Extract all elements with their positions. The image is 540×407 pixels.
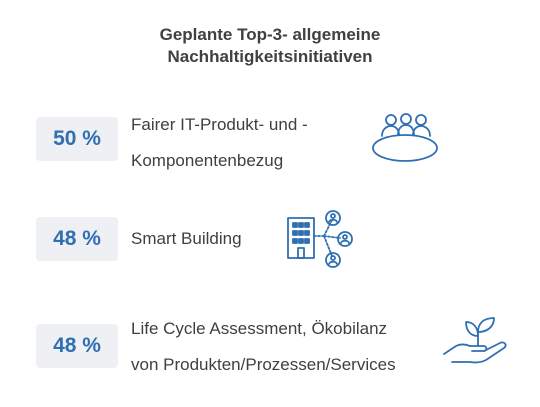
chart-title-line: Nachhaltigkeitsinitiativen [167, 47, 373, 66]
meeting-table-icon [368, 112, 442, 166]
value-badge: 48 % [36, 324, 118, 368]
initiative-label-line: Smart Building [131, 229, 242, 248]
plant-hand-icon [440, 316, 514, 366]
initiative-label: Life Cycle Assessment, Ökobilanz von Pro… [131, 311, 396, 383]
initiative-label: Smart Building [131, 221, 242, 257]
initiative-label-line: Komponentenbezug [131, 151, 284, 170]
chart-title-line: Geplante Top-3- allgemeine [159, 25, 381, 44]
initiative-label-line: Life Cycle Assessment, Ökobilanz [131, 319, 388, 338]
smart-building-icon [284, 210, 358, 270]
initiative-label-line: Fairer IT-Produkt- und - [131, 115, 308, 134]
initiative-label: Fairer IT-Produkt- und - Komponentenbezu… [131, 107, 308, 179]
value-badge: 48 % [36, 217, 118, 261]
chart-title: Geplante Top-3- allgemeine Nachhaltigkei… [0, 24, 540, 68]
value-badge: 50 % [36, 117, 118, 161]
initiative-label-line: von Produkten/Prozessen/Services [131, 355, 396, 374]
